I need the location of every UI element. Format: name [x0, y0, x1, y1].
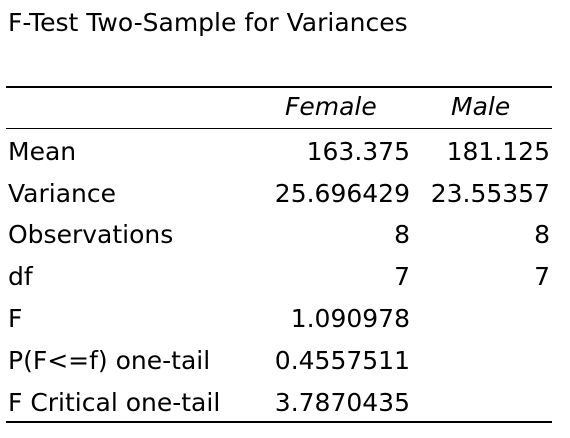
- row-label-f: F: [8, 304, 23, 333]
- header-rule: [6, 128, 552, 129]
- male-mean: 181.125: [446, 137, 550, 166]
- table-row: F Critical one-tail 3.7870435: [0, 382, 570, 424]
- table-row: Variance 25.696429 23.55357: [0, 173, 570, 215]
- female-df: 7: [394, 262, 410, 291]
- male-observations: 8: [534, 220, 550, 249]
- male-df: 7: [534, 262, 550, 291]
- row-label-observations: Observations: [8, 220, 174, 249]
- female-observations: 8: [394, 220, 410, 249]
- table-row: df 7 7: [0, 256, 570, 298]
- female-mean: 163.375: [306, 137, 410, 166]
- row-label-mean: Mean: [8, 137, 77, 166]
- male-variance: 23.55357: [430, 179, 550, 208]
- table-row: Mean 163.375 181.125: [0, 131, 570, 173]
- table-row: P(F<=f) one-tail 0.4557511: [0, 340, 570, 382]
- table-title: F-Test Two-Sample for Variances: [8, 8, 408, 37]
- table-row: F 1.090978: [0, 298, 570, 340]
- column-header-female: Female: [285, 92, 377, 121]
- table-bottom-rule: [6, 421, 552, 423]
- row-label-p-one-tail: P(F<=f) one-tail: [8, 346, 211, 375]
- column-header-male: Male: [451, 92, 511, 121]
- f-critical-one-tail: 3.7870435: [274, 388, 410, 417]
- female-variance: 25.696429: [274, 179, 410, 208]
- table-top-rule: [6, 86, 552, 88]
- p-value-one-tail: 0.4557511: [274, 346, 410, 375]
- table-row: Observations 8 8: [0, 214, 570, 256]
- row-label-f-critical: F Critical one-tail: [8, 388, 221, 417]
- header-row: Female Male: [0, 86, 570, 128]
- f-statistic: 1.090978: [290, 304, 410, 333]
- row-label-df: df: [8, 262, 33, 291]
- row-label-variance: Variance: [8, 179, 116, 208]
